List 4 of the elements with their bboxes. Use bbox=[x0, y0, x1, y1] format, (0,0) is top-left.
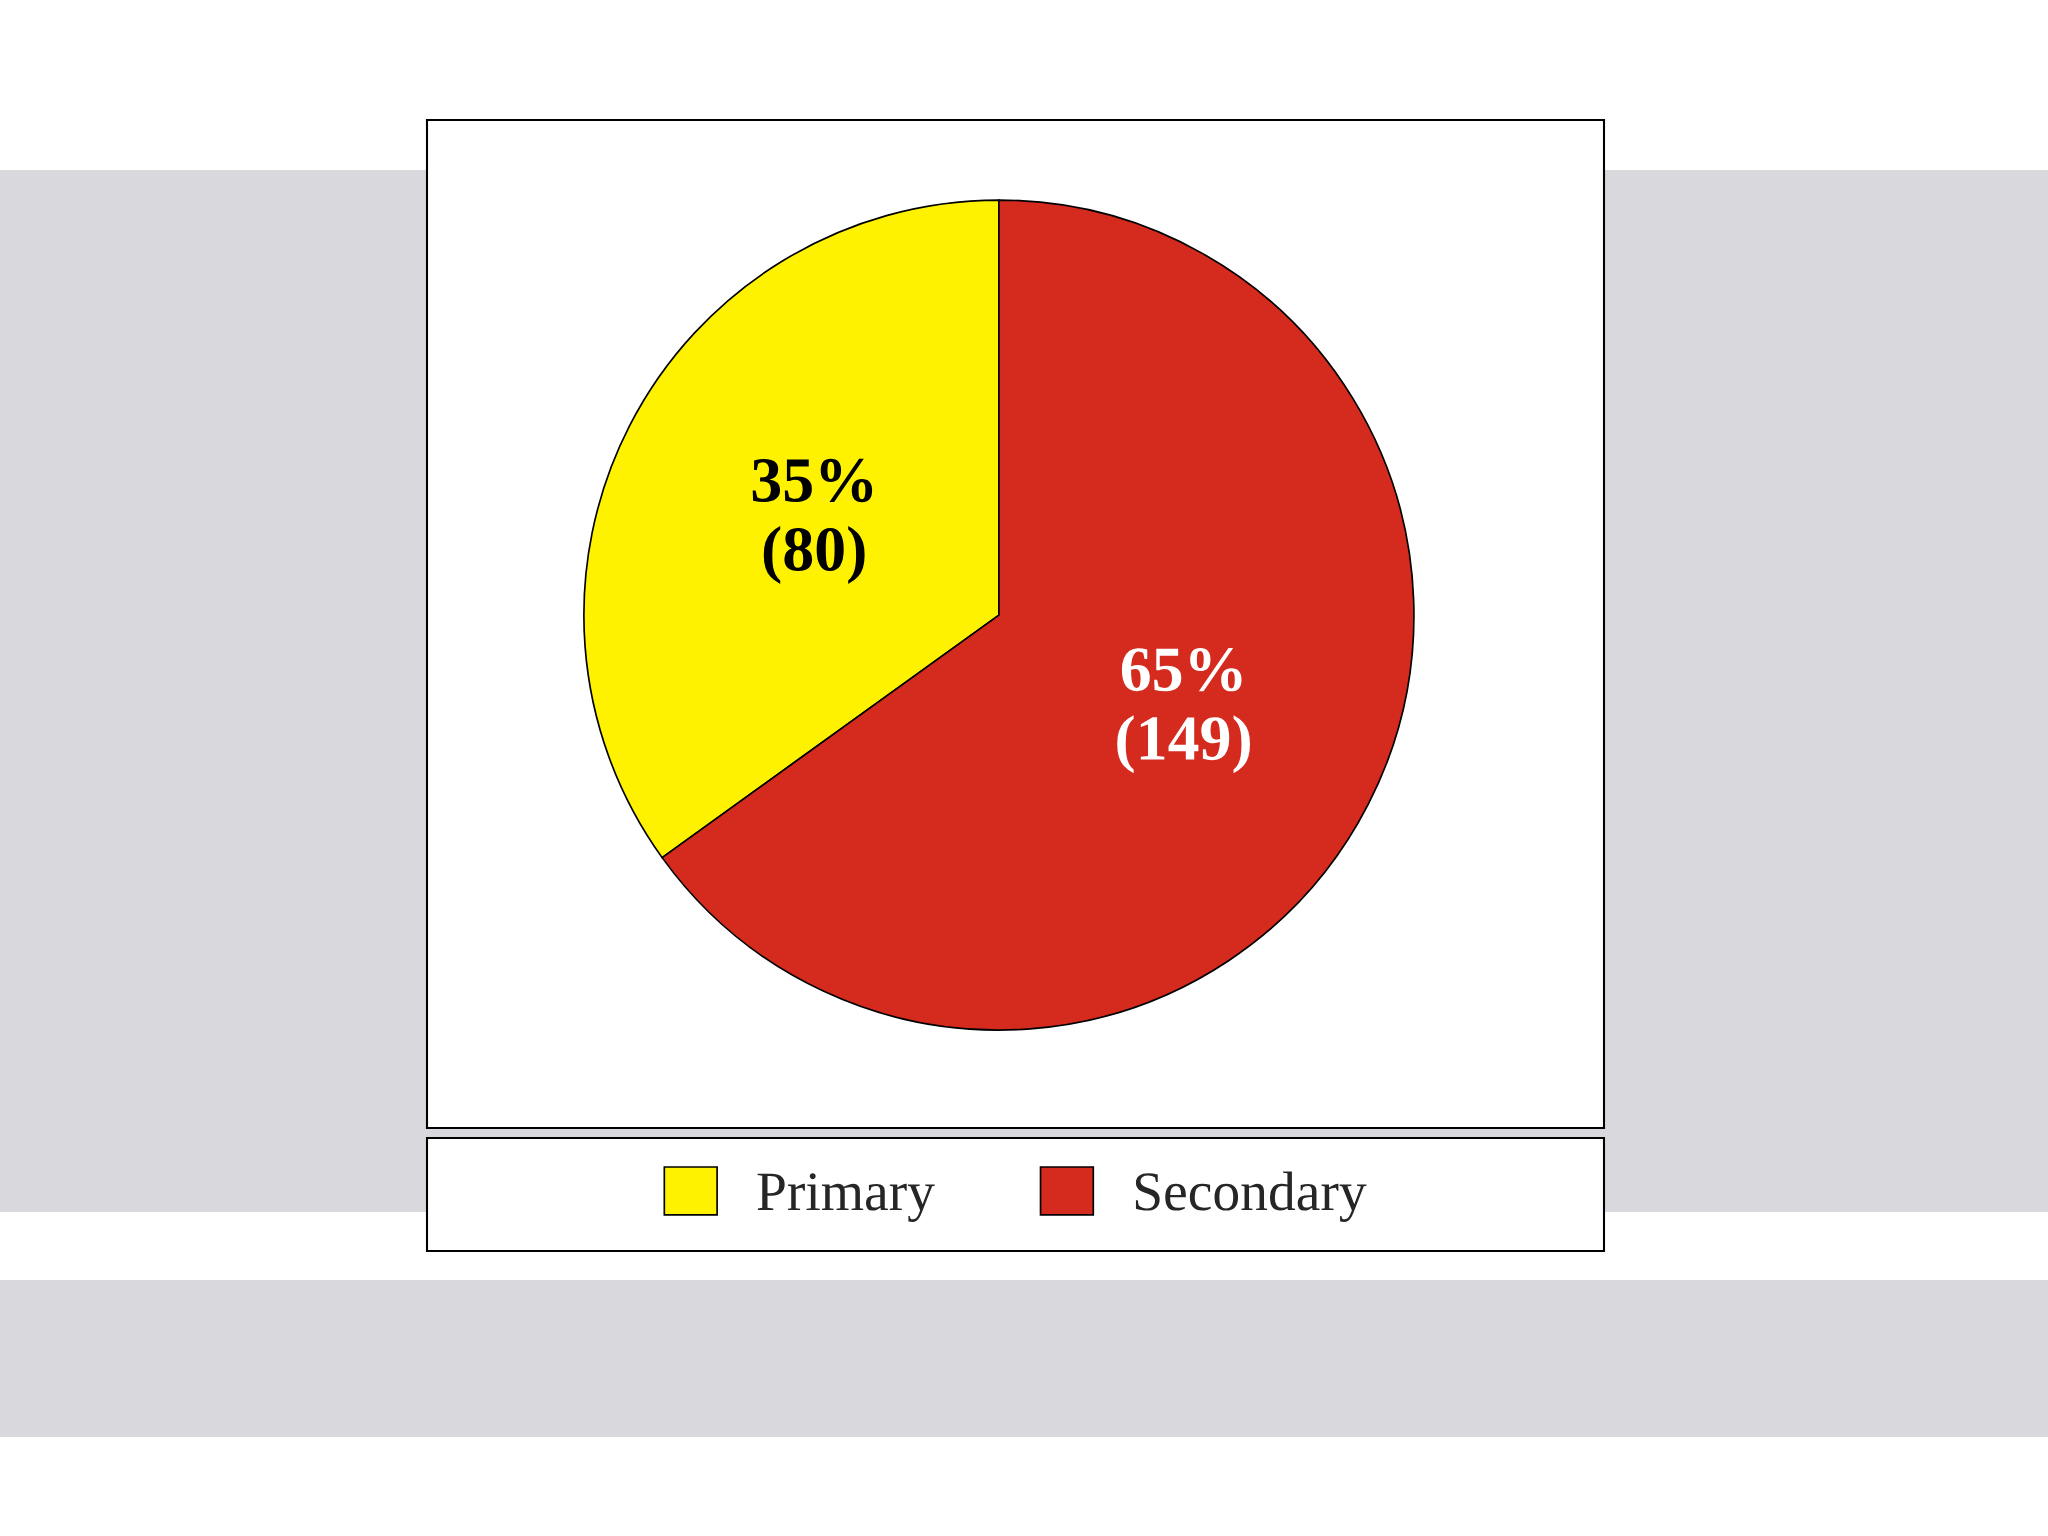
data-label: 35% (80) bbox=[752, 458, 873, 584]
legend-label: Secondary bbox=[1135, 1171, 1367, 1223]
data-label: 65% (149) bbox=[1117, 648, 1250, 774]
legend-label: Primary bbox=[757, 1173, 935, 1223]
